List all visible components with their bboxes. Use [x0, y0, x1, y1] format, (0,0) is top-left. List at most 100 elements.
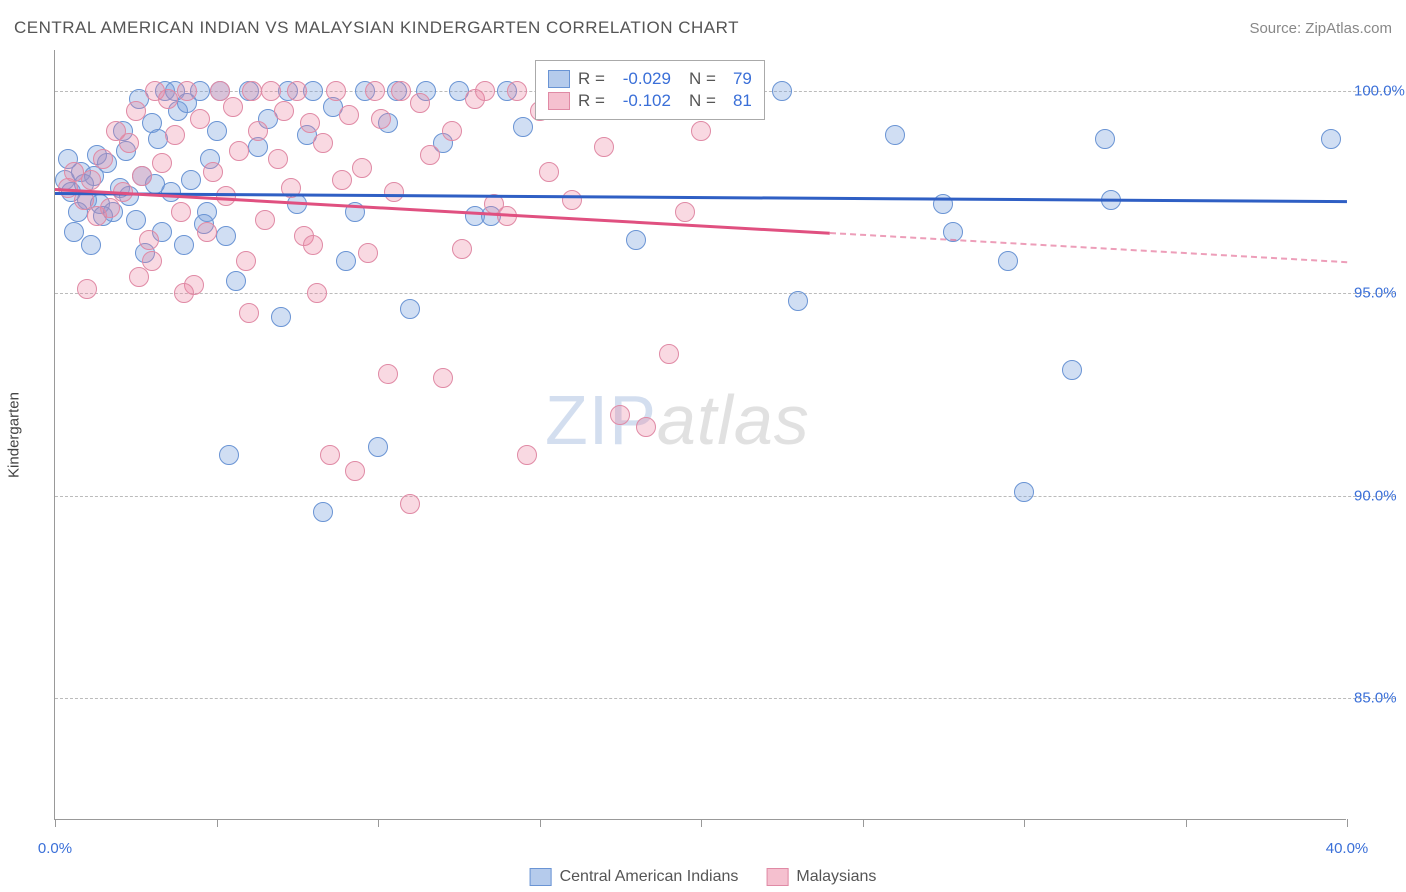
data-point [345, 461, 365, 481]
data-point [287, 81, 307, 101]
data-point [691, 121, 711, 141]
data-point [885, 125, 905, 145]
data-point [119, 133, 139, 153]
data-point [142, 251, 162, 271]
watermark: ZIPatlas [545, 380, 810, 460]
data-point [181, 170, 201, 190]
data-point [271, 307, 291, 327]
data-point [675, 202, 695, 222]
x-tick [378, 819, 379, 827]
legend-label: Malaysians [796, 868, 876, 886]
legend-item: Central American Indians [530, 868, 739, 886]
data-point [139, 230, 159, 250]
data-point [216, 226, 236, 246]
data-point [517, 445, 537, 465]
data-point [226, 271, 246, 291]
data-point [371, 109, 391, 129]
data-point [171, 202, 191, 222]
y-tick-label: 95.0% [1346, 285, 1402, 302]
data-point [365, 81, 385, 101]
data-point [81, 170, 101, 190]
x-tick [701, 819, 702, 827]
gridline [55, 698, 1396, 699]
data-point [433, 368, 453, 388]
data-point [336, 251, 356, 271]
data-point [391, 81, 411, 101]
y-tick-label: 85.0% [1346, 690, 1402, 707]
legend-label: Central American Indians [560, 868, 739, 886]
legend-swatch [548, 92, 570, 110]
data-point [998, 251, 1018, 271]
data-point [242, 81, 262, 101]
data-point [539, 162, 559, 182]
data-point [255, 210, 275, 230]
stats-r-label: R = [578, 91, 605, 111]
data-point [152, 153, 172, 173]
stats-row: R =-0.029N =79 [548, 69, 752, 89]
data-point [452, 239, 472, 259]
data-point [384, 182, 404, 202]
x-tick [540, 819, 541, 827]
data-point [132, 166, 152, 186]
data-point [513, 117, 533, 137]
data-point [1321, 129, 1341, 149]
legend-swatch [530, 868, 552, 886]
data-point [1062, 360, 1082, 380]
data-point [636, 417, 656, 437]
data-point [219, 445, 239, 465]
data-point [129, 267, 149, 287]
data-point [788, 291, 808, 311]
data-point [594, 137, 614, 157]
stats-n-value: 81 [724, 91, 752, 111]
stats-r-label: R = [578, 69, 605, 89]
data-point [420, 145, 440, 165]
stats-box: R =-0.029N =79R =-0.102N =81 [535, 60, 765, 120]
data-point [174, 235, 194, 255]
data-point [158, 89, 178, 109]
data-point [81, 235, 101, 255]
data-point [77, 279, 97, 299]
scatter-plot-area: ZIPatlas 85.0%90.0%95.0%100.0%0.0%40.0%R… [54, 50, 1346, 820]
chart-header: CENTRAL AMERICAN INDIAN VS MALAYSIAN KIN… [14, 18, 1392, 38]
data-point [313, 502, 333, 522]
x-tick [55, 819, 56, 827]
x-tick-label: 0.0% [38, 840, 72, 857]
data-point [610, 405, 630, 425]
data-point [177, 81, 197, 101]
data-point [239, 303, 259, 323]
data-point [126, 101, 146, 121]
stats-n-label: N = [689, 69, 716, 89]
watermark-atlas: atlas [657, 381, 810, 459]
stats-n-label: N = [689, 91, 716, 111]
data-point [93, 149, 113, 169]
data-point [772, 81, 792, 101]
stats-row: R =-0.102N =81 [548, 91, 752, 111]
data-point [339, 105, 359, 125]
data-point [268, 149, 288, 169]
data-point [626, 230, 646, 250]
legend: Central American Indians Malaysians [530, 868, 877, 886]
data-point [303, 235, 323, 255]
data-point [352, 158, 372, 178]
legend-swatch [548, 70, 570, 88]
data-point [332, 170, 352, 190]
x-tick [863, 819, 864, 827]
x-tick [217, 819, 218, 827]
data-point [562, 190, 582, 210]
data-point [442, 121, 462, 141]
data-point [197, 222, 217, 242]
chart-source: Source: ZipAtlas.com [1249, 20, 1392, 37]
x-tick [1186, 819, 1187, 827]
data-point [216, 186, 236, 206]
gridline [55, 496, 1396, 497]
chart-title: CENTRAL AMERICAN INDIAN VS MALAYSIAN KIN… [14, 18, 739, 38]
data-point [313, 133, 333, 153]
data-point [1014, 482, 1034, 502]
data-point [326, 81, 346, 101]
y-tick-label: 100.0% [1346, 82, 1402, 99]
data-point [207, 121, 227, 141]
data-point [174, 283, 194, 303]
data-point [659, 344, 679, 364]
stats-r-value: -0.029 [613, 69, 671, 89]
data-point [320, 445, 340, 465]
